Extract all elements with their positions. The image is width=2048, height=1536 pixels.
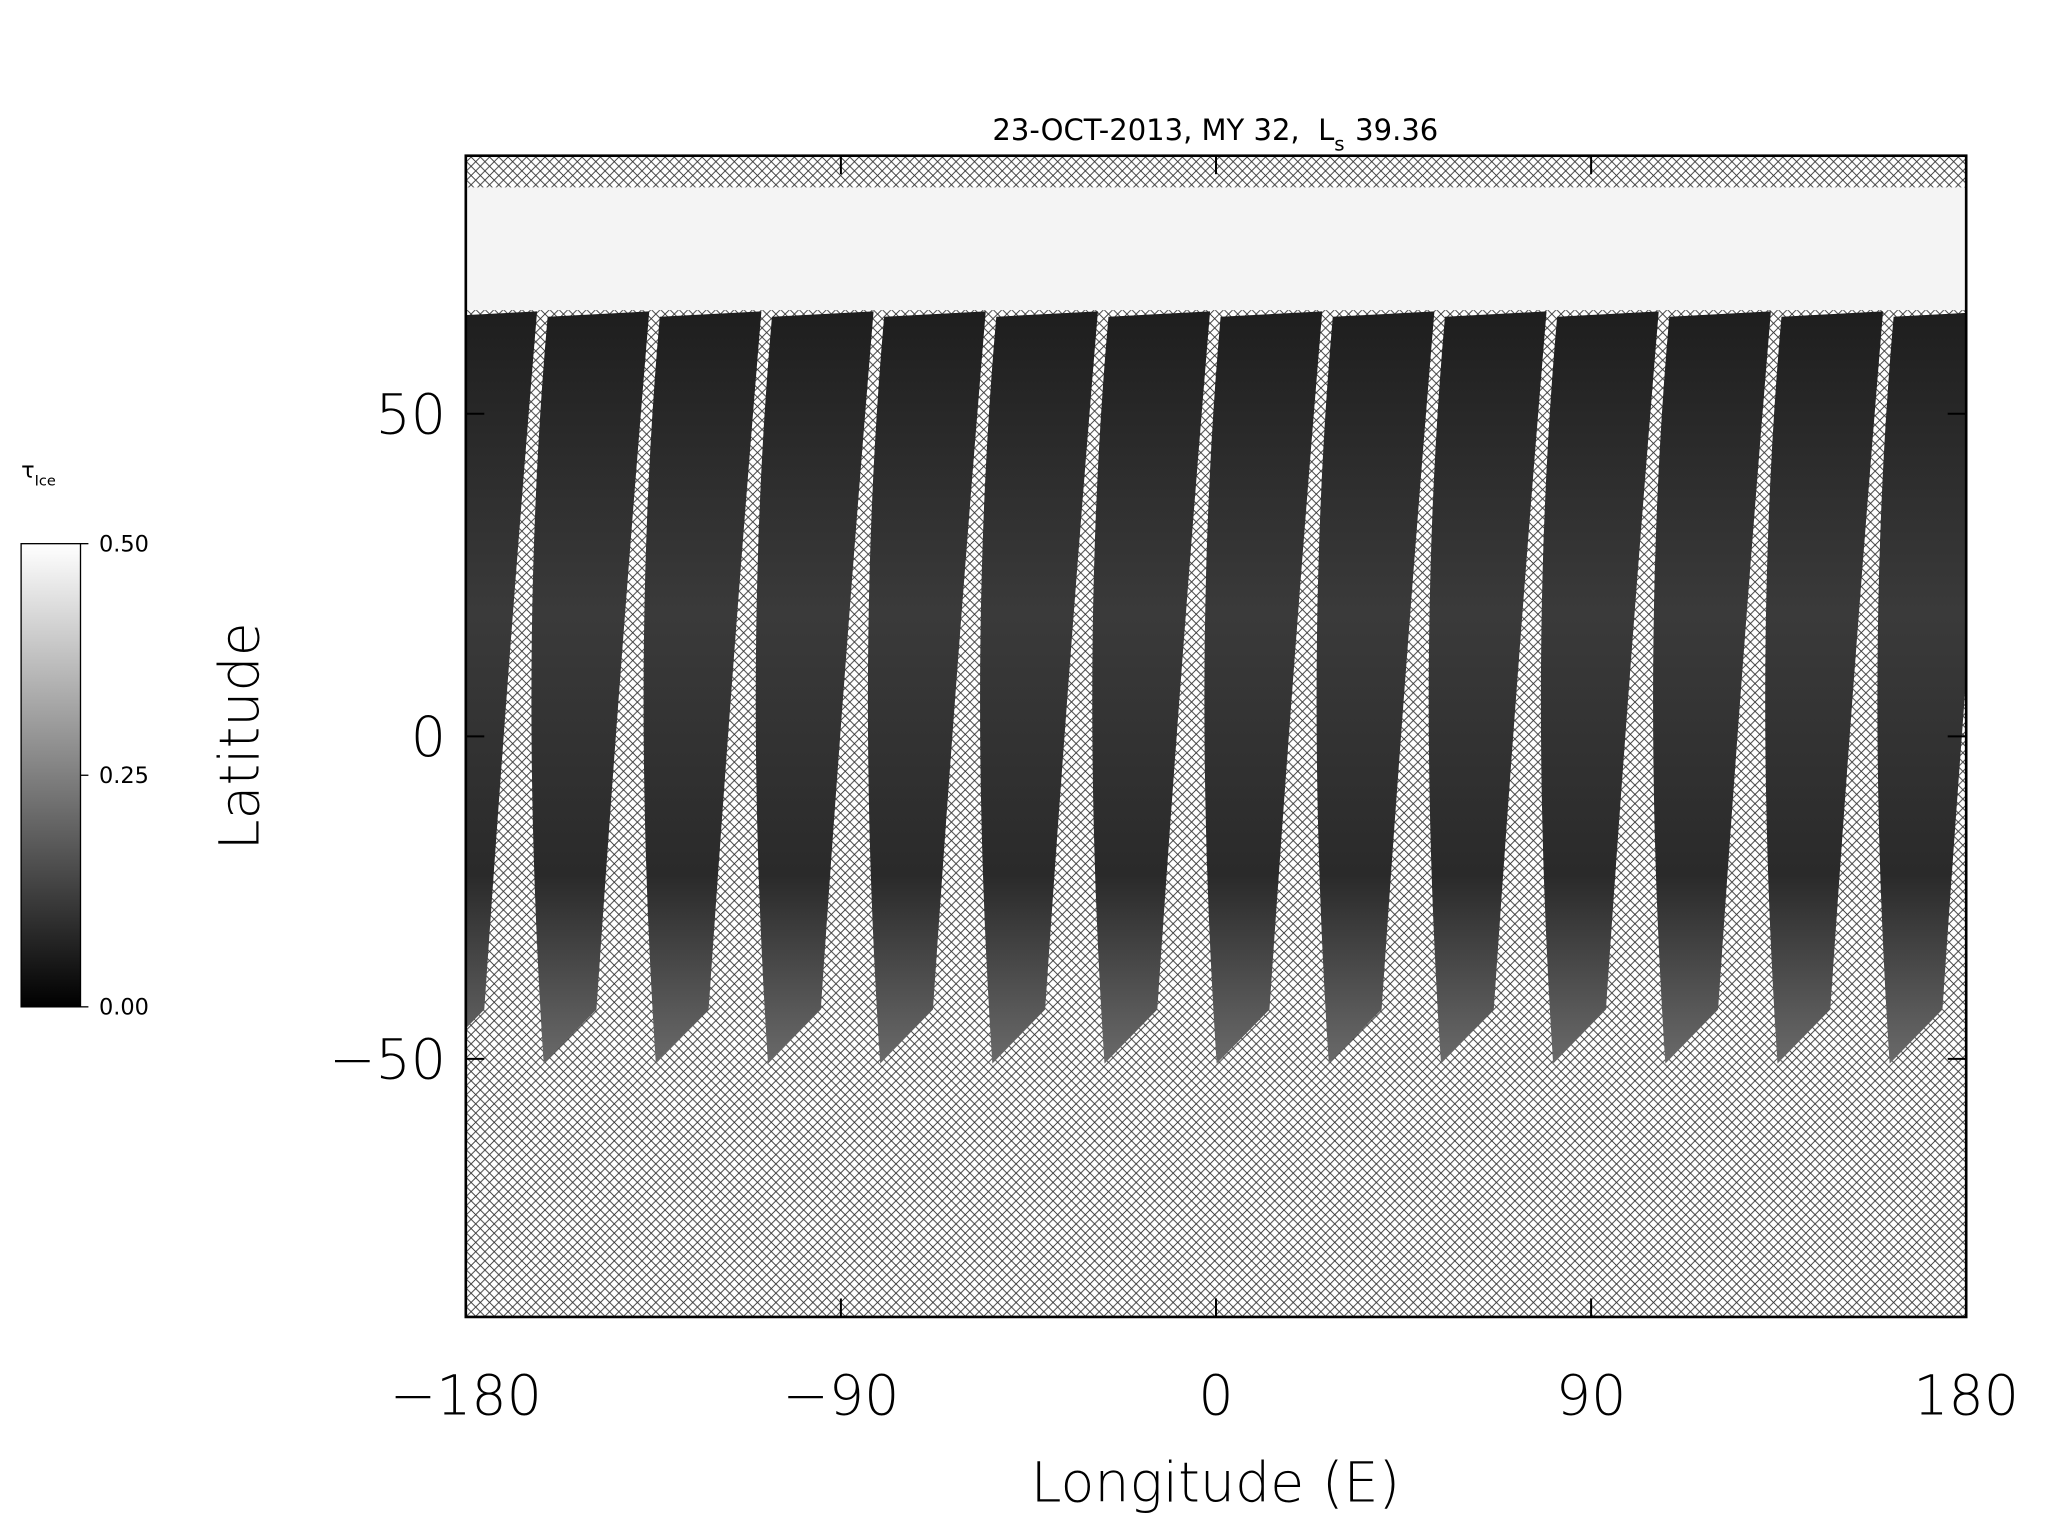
- swath: [1877, 312, 1967, 1064]
- swath: [465, 311, 538, 1029]
- swath: [1428, 311, 1547, 1064]
- x-tick-label: −180: [390, 1365, 542, 1429]
- swath: [1990, 311, 2048, 1063]
- y-tick-label: 50: [376, 384, 447, 448]
- x-tick-label: 0: [1198, 1365, 1233, 1429]
- colorbar-label: τIce: [21, 458, 56, 490]
- swath: [1316, 311, 1435, 1064]
- swath: [867, 311, 986, 1064]
- y-tick-label: 0: [411, 706, 446, 770]
- y-tick-label: −50: [329, 1029, 446, 1093]
- swath: [531, 311, 650, 1064]
- chart-title: 23-OCT-2013, MY 32, Ls 39.36: [992, 113, 1438, 156]
- colorbar-tick-label: 0.00: [99, 995, 149, 1021]
- swath: [1653, 311, 1771, 1064]
- swath: [755, 311, 874, 1064]
- x-tick-label: −90: [782, 1365, 899, 1429]
- swath: [980, 311, 1098, 1064]
- y-axis-label: Latitude: [209, 622, 273, 850]
- swath: [1765, 311, 1884, 1064]
- swath: [643, 311, 762, 1064]
- colorbar: [20, 543, 82, 1008]
- x-tick-label: 90: [1556, 1365, 1627, 1429]
- swath: [1204, 311, 1323, 1064]
- x-tick-label: 180: [1913, 1365, 2019, 1429]
- swath: [1092, 311, 1211, 1064]
- map-image: [465, 155, 2048, 1317]
- x-axis-label: Longitude (E): [1031, 1452, 1401, 1516]
- swath: [1540, 311, 1659, 1064]
- colorbar-tick-label: 0.25: [99, 763, 149, 789]
- colorbar-tick-label: 0.50: [99, 532, 149, 558]
